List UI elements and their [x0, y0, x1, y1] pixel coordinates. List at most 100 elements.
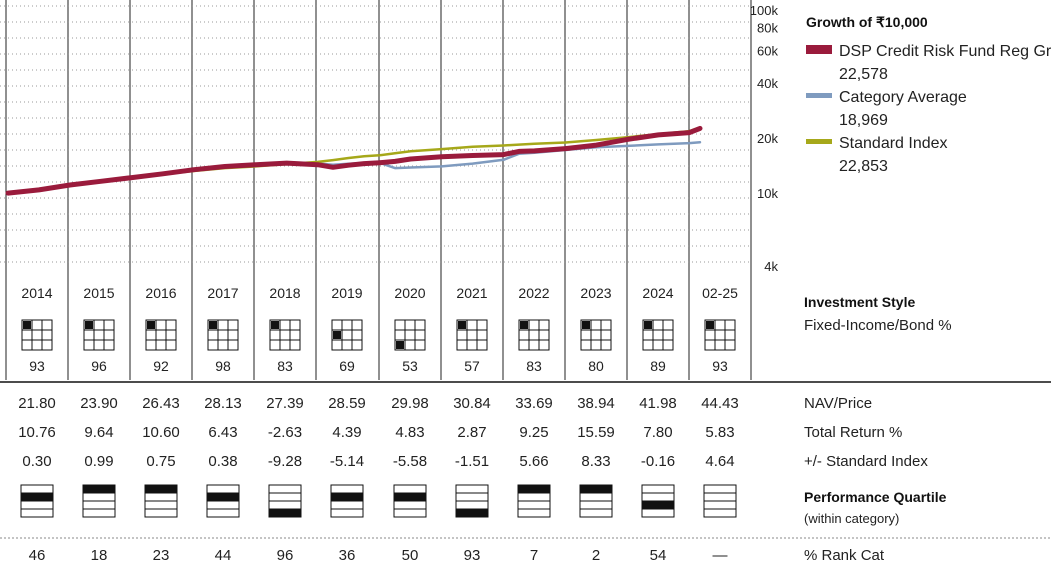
y-axis-ticks: 100k 80k 60k 40k 20k 10k 4k	[750, 3, 779, 274]
vs-index-value: 0.30	[22, 453, 51, 470]
style-box	[331, 319, 363, 351]
legend-series-value: 22,853	[839, 158, 888, 175]
quartile-box-filled	[580, 485, 612, 493]
style-value: 83	[526, 358, 542, 374]
total-return-value: 6.43	[208, 424, 237, 441]
year-label: 2017	[207, 285, 238, 301]
nav-price-value: 28.59	[328, 395, 366, 412]
quartile-box-filled	[269, 509, 301, 517]
rank-cat-value: 7	[530, 547, 538, 564]
legend-swatch-1	[806, 93, 832, 98]
style-box	[269, 319, 301, 351]
legend-series-name: DSP Credit Risk Fund Reg Gr	[839, 43, 1051, 60]
nav-price-value: 26.43	[142, 395, 180, 412]
style-box-filled-cell	[85, 321, 93, 329]
year-label: 2021	[456, 285, 487, 301]
vs-index-value: 4.64	[705, 453, 734, 470]
series-line-0	[5, 125, 703, 196]
nav-price-label: NAV/Price	[804, 395, 872, 412]
style-value: 80	[588, 358, 604, 374]
style-box	[518, 319, 550, 351]
vs-index-value: 0.75	[146, 453, 175, 470]
rank-cat-value: 54	[650, 547, 667, 564]
y-tick-label: 100k	[750, 3, 779, 18]
quartile-box-filled	[145, 485, 177, 493]
style-box-filled-cell	[23, 321, 31, 329]
style-box-filled-cell	[333, 331, 341, 339]
style-box	[145, 319, 177, 351]
rank-cat-value: 23	[153, 547, 170, 564]
rank-cat-value: 46	[29, 547, 46, 564]
style-value: 93	[712, 358, 728, 374]
year-label: 2014	[21, 285, 52, 301]
series-line-2	[6, 126, 702, 195]
style-value: 89	[650, 358, 666, 374]
quartile-box-filled	[394, 493, 426, 501]
vs-index-value: -0.16	[641, 453, 675, 470]
investment-style-sublabel: Fixed-Income/Bond %	[804, 317, 952, 334]
legend: Growth of ₹10,000 DSP Credit Risk Fund R…	[806, 14, 1051, 175]
style-value: 93	[29, 358, 45, 374]
style-value: 92	[153, 358, 169, 374]
year-label: 2019	[331, 285, 362, 301]
total-return-value: 9.25	[519, 424, 548, 441]
quartile-box-filled	[207, 493, 239, 501]
total-return-label: Total Return %	[804, 424, 902, 441]
rank-cat-value: 36	[339, 547, 356, 564]
style-value: 98	[215, 358, 231, 374]
y-tick-label: 20k	[757, 131, 778, 146]
year-label: 2018	[269, 285, 300, 301]
style-box	[207, 319, 239, 351]
style-value: 83	[277, 358, 293, 374]
total-return-value: 2.87	[457, 424, 486, 441]
style-box	[21, 319, 53, 351]
style-box-filled-cell	[396, 341, 404, 349]
style-value: 96	[91, 358, 107, 374]
year-label: 02-25	[702, 285, 738, 301]
y-tick-label: 60k	[757, 44, 778, 59]
total-return-value: 4.39	[332, 424, 361, 441]
nav-price-value: 27.39	[266, 395, 304, 412]
rank-cat-value: —	[713, 547, 728, 564]
nav-price-value: 30.84	[453, 395, 491, 412]
legend-swatch-2	[806, 139, 832, 144]
style-box-filled-cell	[706, 321, 714, 329]
quartile-box-filled	[331, 493, 363, 501]
nav-price-value: 41.98	[639, 395, 677, 412]
vs-index-value: -1.51	[455, 453, 489, 470]
nav-price-value: 33.69	[515, 395, 553, 412]
style-box	[456, 319, 488, 351]
year-label: 2020	[394, 285, 425, 301]
rank-cat-value: 96	[277, 547, 294, 564]
style-box-filled-cell	[209, 321, 217, 329]
legend-swatch-0	[806, 45, 832, 54]
legend-series-value: 18,969	[839, 112, 888, 129]
total-return-value: -2.63	[268, 424, 302, 441]
nav-price-value: 38.94	[577, 395, 615, 412]
style-value: 53	[402, 358, 418, 374]
quartile-box-filled	[83, 485, 115, 493]
year-label: 2016	[145, 285, 176, 301]
vs-index-value: 5.66	[519, 453, 548, 470]
vs-index-value: 8.33	[581, 453, 610, 470]
vs-index-value: 0.99	[84, 453, 113, 470]
year-label: 2015	[83, 285, 114, 301]
style-value: 69	[339, 358, 355, 374]
y-tick-label: 40k	[757, 76, 778, 91]
total-return-value: 7.80	[643, 424, 672, 441]
vs-index-value: -9.28	[268, 453, 302, 470]
total-return-value: 4.83	[395, 424, 424, 441]
rank-cat-value: 2	[592, 547, 600, 564]
nav-price-value: 21.80	[18, 395, 56, 412]
total-return-value: 10.60	[142, 424, 180, 441]
total-return-value: 9.64	[84, 424, 113, 441]
grid-lines	[0, 0, 752, 380]
nav-price-value: 29.98	[391, 395, 429, 412]
quartile-box-filled	[642, 501, 674, 509]
performance-quartile-label: Performance Quartile	[804, 489, 947, 505]
y-tick-label: 10k	[757, 186, 778, 201]
quartile-box-filled	[518, 485, 550, 493]
vs-index-value: 0.38	[208, 453, 237, 470]
style-box	[394, 319, 426, 351]
